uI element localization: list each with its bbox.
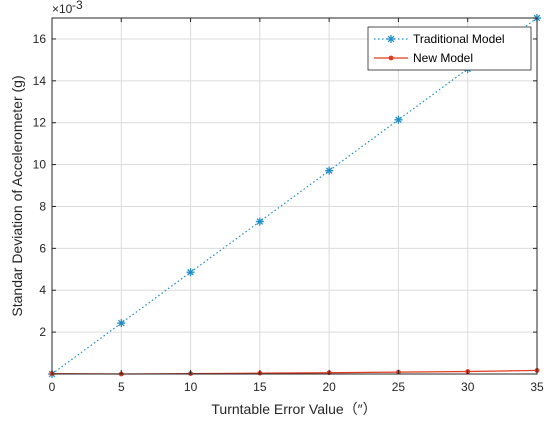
legend-marker-new <box>388 55 394 61</box>
data-point-traditional <box>394 115 403 124</box>
axes-frame <box>51 17 538 375</box>
x-tick-label: 25 <box>392 380 406 394</box>
series-layer <box>48 14 541 378</box>
y-tick-label: 10 <box>33 158 47 172</box>
x-tick-label: 5 <box>118 380 125 394</box>
grid <box>52 18 537 374</box>
legend-label-new: New Model <box>413 51 473 65</box>
x-tick-label: 20 <box>322 380 336 394</box>
x-tick-label: 35 <box>530 380 544 394</box>
x-ticks: 0 5 10 15 20 25 30 35 <box>49 18 544 394</box>
y-tick-label: 12 <box>33 116 47 130</box>
y-tick-label: 14 <box>33 74 47 88</box>
legend-box <box>367 26 532 71</box>
y-tick-label: 6 <box>39 241 46 255</box>
x-tick-label: 10 <box>184 380 198 394</box>
series-line-traditional <box>51 17 538 375</box>
legend-label-traditional: Traditional Model <box>413 32 505 46</box>
x-tick-label: 30 <box>461 380 475 394</box>
legend-marker-traditional <box>387 35 395 43</box>
x-axis-label: Turntable Error Value（″） <box>211 401 376 417</box>
x-tick-label: 15 <box>253 380 267 394</box>
y-exponent-base: ×10 <box>52 2 73 16</box>
y-tick-label: 2 <box>39 325 46 339</box>
data-point-traditional <box>255 217 264 226</box>
legend: Traditional Model New Model <box>367 26 532 71</box>
y-tick-label: 8 <box>39 199 46 213</box>
data-point-traditional <box>325 166 334 175</box>
data-point-traditional <box>186 268 195 277</box>
y-tick-label: 16 <box>33 32 47 46</box>
y-axis-label: Standar Deviation of Accelerometer (g) <box>9 75 25 316</box>
data-point-traditional <box>117 319 126 328</box>
y-tick-label: 4 <box>39 283 46 297</box>
y-ticks: 2 4 6 8 10 12 14 16 <box>33 32 537 339</box>
legend-asterisk <box>387 35 395 43</box>
x-tick-label: 0 <box>49 380 56 394</box>
y-exponent-power: -3 <box>72 0 83 12</box>
